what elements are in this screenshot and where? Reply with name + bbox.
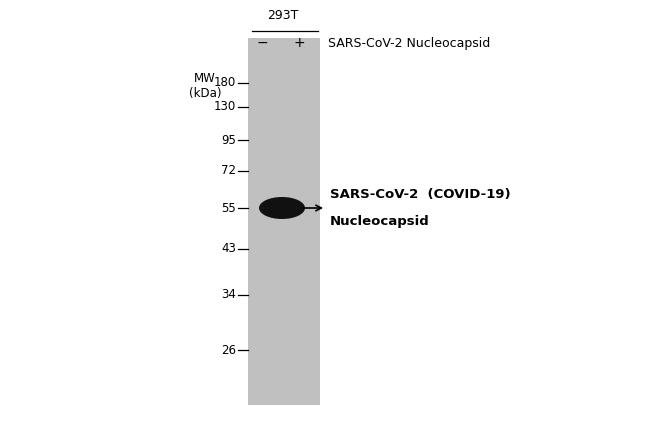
Text: 26: 26	[221, 344, 236, 357]
Ellipse shape	[259, 197, 305, 219]
Text: 180: 180	[214, 76, 236, 89]
Text: 34: 34	[221, 289, 236, 301]
Text: 130: 130	[214, 100, 236, 114]
Text: SARS-CoV-2  (COVID-19): SARS-CoV-2 (COVID-19)	[330, 188, 511, 201]
Text: −: −	[256, 36, 268, 50]
Text: +: +	[293, 36, 305, 50]
Text: SARS-CoV-2 Nucleocapsid: SARS-CoV-2 Nucleocapsid	[328, 36, 490, 49]
Text: 95: 95	[221, 133, 236, 146]
Text: 293T: 293T	[267, 9, 299, 22]
Text: Nucleocapsid: Nucleocapsid	[330, 215, 430, 228]
Text: 72: 72	[221, 165, 236, 178]
Text: 43: 43	[221, 243, 236, 255]
Text: MW
(kDa): MW (kDa)	[188, 72, 221, 100]
Text: 55: 55	[221, 201, 236, 214]
Bar	[248, 38, 320, 405]
